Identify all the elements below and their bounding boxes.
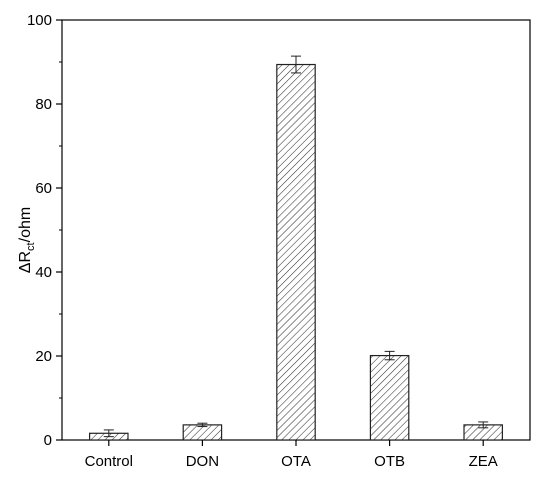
plot-area: 0 20 40 60 80 100 Control DON OTA OTB ZEA bbox=[27, 12, 531, 470]
y-tick-label: 80 bbox=[35, 96, 52, 113]
y-tick-label: 20 bbox=[35, 348, 52, 365]
y-axis-label: ΔRct/ohm bbox=[17, 207, 37, 273]
x-tick-label: OTB bbox=[374, 453, 405, 470]
x-tick-label: DON bbox=[186, 453, 219, 470]
y-tick-label: 0 bbox=[44, 432, 52, 449]
y-tick-label: 40 bbox=[35, 264, 52, 281]
y-tick-label: 100 bbox=[27, 12, 52, 29]
x-tick-label: ZEA bbox=[469, 453, 498, 470]
y-tick-label: 60 bbox=[35, 180, 52, 197]
x-tick-label: OTA bbox=[281, 453, 311, 470]
y-axis-label-sub: ct bbox=[25, 242, 37, 251]
y-axis-label-main: ΔR bbox=[17, 251, 34, 273]
bar-ota bbox=[276, 63, 316, 441]
x-tick-label: Control bbox=[85, 453, 133, 470]
bar-otb bbox=[369, 354, 410, 441]
y-axis-label-rest: /ohm bbox=[17, 207, 34, 243]
bar-don bbox=[182, 424, 223, 441]
